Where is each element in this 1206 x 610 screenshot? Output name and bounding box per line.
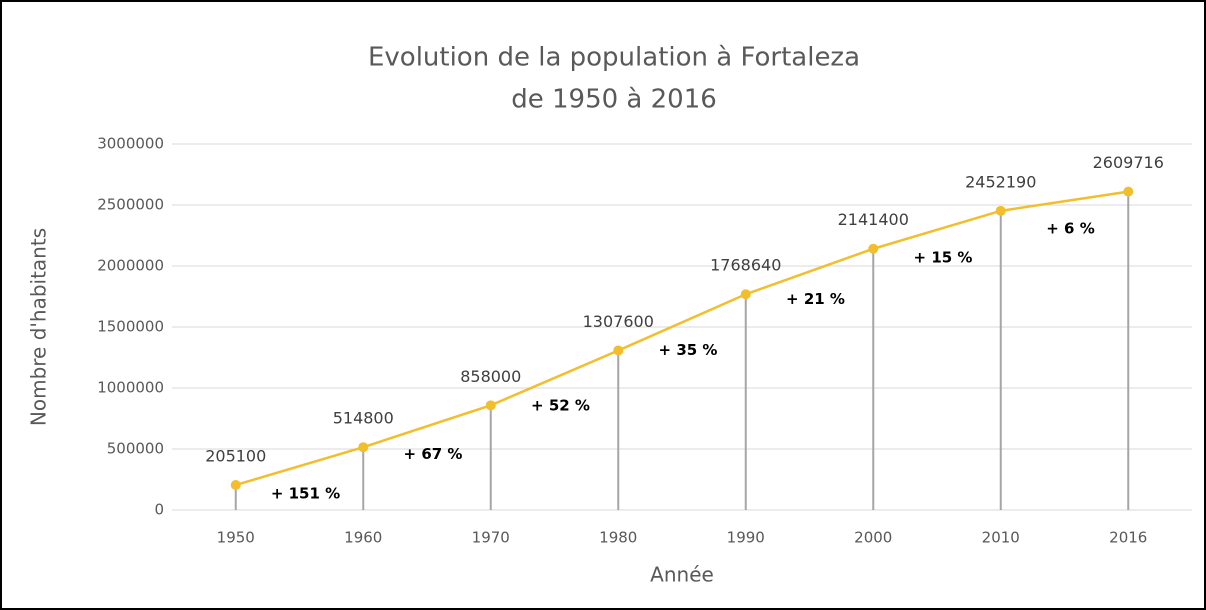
x-tick-label: 1990 <box>727 529 765 547</box>
x-tick-label: 2000 <box>854 529 892 547</box>
y-axis-title: Nombre d'habitants <box>27 228 51 426</box>
annotation: + 52 % <box>531 396 590 414</box>
x-tick-label: 2016 <box>1109 529 1147 547</box>
data-label: 858000 <box>460 367 521 386</box>
data-label: 1768640 <box>710 256 781 275</box>
y-tick-label: 500000 <box>107 440 164 458</box>
data-label: 2609716 <box>1093 153 1164 172</box>
annotation: + 151 % <box>271 485 340 503</box>
data-point <box>485 400 496 411</box>
data-label: 205100 <box>205 446 266 465</box>
x-tick-label: 1950 <box>217 529 255 547</box>
data-point <box>1123 186 1134 197</box>
x-tick-label: 2010 <box>982 529 1020 547</box>
x-tick-label: 1960 <box>344 529 382 547</box>
annotation: + 6 % <box>1046 220 1094 238</box>
data-point <box>740 289 751 300</box>
annotation: + 15 % <box>914 248 973 266</box>
y-tick-label: 1000000 <box>97 379 164 397</box>
y-tick-label: 2500000 <box>97 196 164 214</box>
y-tick-label: 0 <box>154 501 164 519</box>
series-line <box>235 190 1129 487</box>
annotation: + 35 % <box>659 341 718 359</box>
data-point <box>613 345 624 356</box>
x-tick-label: 1980 <box>599 529 637 547</box>
y-tick-label: 2000000 <box>97 257 164 275</box>
data-point <box>230 479 241 490</box>
data-label: 2141400 <box>838 210 909 229</box>
annotation: + 67 % <box>404 445 463 463</box>
data-label: 514800 <box>333 409 394 428</box>
chart-title: Evolution de la population à Fortaleza <box>368 43 860 73</box>
data-point <box>358 442 369 453</box>
annotation: + 21 % <box>786 290 845 308</box>
data-point <box>868 243 879 254</box>
x-tick-label: 1970 <box>472 529 510 547</box>
y-tick-label: 3000000 <box>97 135 164 153</box>
y-tick-label: 1500000 <box>97 318 164 336</box>
data-label: 1307600 <box>583 312 654 331</box>
chart-title: de 1950 à 2016 <box>511 85 717 115</box>
data-point <box>995 205 1006 216</box>
x-axis-title: Année <box>650 563 714 587</box>
data-label: 2452190 <box>965 172 1036 191</box>
